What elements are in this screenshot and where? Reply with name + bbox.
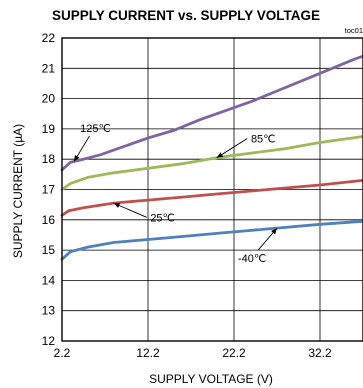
y-tick-label: 14 [42, 273, 56, 287]
grid-lines [62, 38, 363, 341]
x-axis-label: SUPPLY VOLTAGE (V) [149, 372, 273, 386]
chart-title: SUPPLY CURRENT vs. SUPPLY VOLTAGE [52, 8, 320, 23]
figure-code: toc01 [345, 26, 363, 35]
y-tick-label: 16 [42, 213, 56, 227]
series-line [60, 178, 363, 217]
y-tick-label: 13 [42, 304, 56, 318]
plot-frame [61, 37, 363, 342]
x-tick-label: 22.2 [222, 346, 246, 360]
series-annotation-label: 85℃ [251, 134, 276, 146]
annotation-arrowhead [216, 152, 224, 158]
annotation-arrowhead [74, 154, 80, 162]
series-annotation-label: 25℃ [150, 212, 175, 224]
series-line [60, 219, 363, 261]
series-line [60, 135, 363, 191]
series-line [60, 54, 363, 172]
annotations: 125℃ 85℃ 25℃ -40℃ [73, 123, 278, 265]
y-axis-label: SUPPLY CURRENT (µA) [11, 124, 25, 258]
x-tick-label: 2.2 [54, 346, 71, 360]
x-tick-label: 32.2 [308, 346, 332, 360]
y-tick-label: 20 [42, 92, 56, 106]
y-tick-label: 18 [42, 152, 56, 166]
annotation-arrowhead [113, 203, 121, 208]
x-tick-label: 12.2 [136, 346, 160, 360]
series-annotation-label: -40℃ [238, 253, 266, 265]
y-tick-label: 17 [42, 183, 56, 197]
y-tick-label: 19 [42, 122, 56, 136]
annotation-arrowhead [271, 228, 277, 235]
y-tick-label: 21 [42, 61, 56, 75]
y-tick-label: 22 [42, 31, 56, 45]
tick-labels: 12 13 14 15 16 17 18 19 20 21 22 2.2 12.2 22.2 32.2 [42, 31, 332, 360]
series-lines [60, 54, 363, 261]
y-tick-label: 12 [42, 334, 56, 348]
series-annotation-label: 125℃ [80, 123, 111, 135]
y-tick-label: 15 [42, 243, 56, 257]
